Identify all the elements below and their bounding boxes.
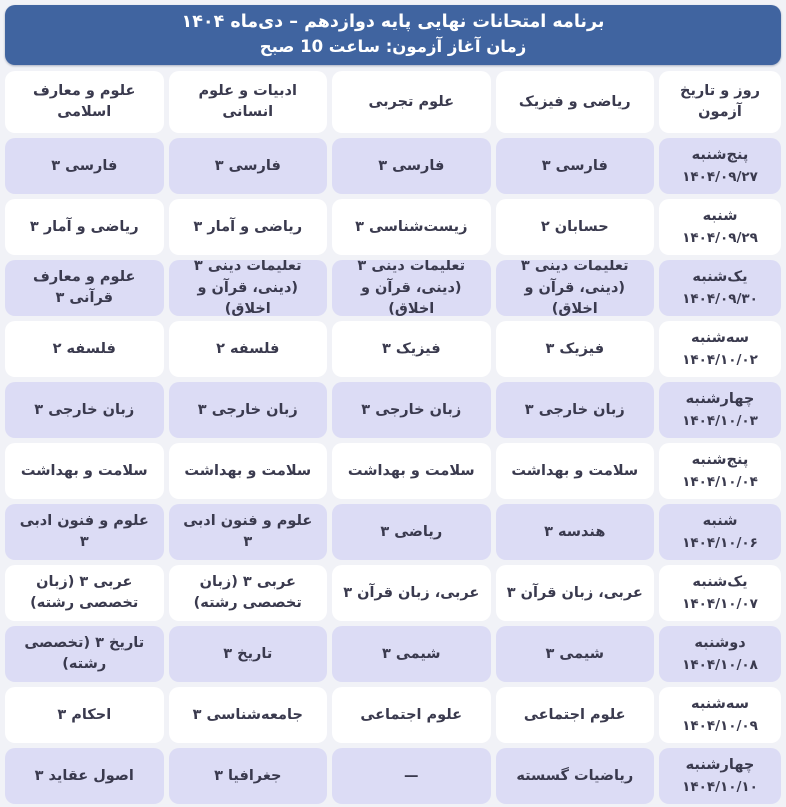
subject-cell: فلسفه ۲ [5,321,164,378]
date-cell: پنج‌شنبه ۱۴۰۴/۱۰/۰۴ [659,443,781,500]
date-cell: سه‌شنبه ۱۴۰۴/۱۰/۰۲ [659,321,781,378]
exam-date: ۱۴۰۴/۱۰/۰۴ [682,474,758,491]
exam-day: یک‌شنبه [692,574,748,591]
subject-cell: فارسی ۳ [5,138,164,195]
subject-cell: عربی، زبان قرآن ۳ [495,565,654,622]
exam-day: شنبه [702,208,738,225]
subject-cell: — [332,748,491,805]
subject-cell: تعلیمات دینی ۳ (دینی، قرآن و اخلاق) [332,260,491,317]
exam-day: شنبه [702,513,738,530]
subject-cell: علوم و فنون ادبی ۳ [168,504,327,561]
subject-cell: زبان خارجی ۳ [168,382,327,439]
exam-day: یک‌شنبه [692,269,748,286]
exam-start-time-note: زمان آغاز آزمون: ساعت 10 صبح [259,37,527,57]
subject-cell: ریاضی و آمار ۳ [5,199,164,256]
exam-day: چهارشنبه [685,757,755,774]
exam-day: چهارشنبه [685,391,755,408]
exam-date: ۱۴۰۴/۱۰/۰۲ [682,352,758,369]
subject-cell: فیزیک ۳ [332,321,491,378]
subject-cell: شیمی ۳ [332,626,491,683]
subject-cell: ریاضی و آمار ۳ [168,199,327,256]
subject-cell: زبان خارجی ۳ [5,382,164,439]
subject-cell: علوم اجتماعی [332,687,491,744]
exam-date: ۱۴۰۴/۱۰/۰۸ [682,657,758,674]
subject-cell: زبان خارجی ۳ [332,382,491,439]
date-cell: شنبه ۱۴۰۴/۱۰/۰۶ [659,504,781,561]
exam-date: ۱۴۰۴/۰۹/۲۷ [682,169,758,186]
subject-cell: تعلیمات دینی ۳ (دینی، قرآن و اخلاق) [168,260,327,317]
exam-day: پنج‌شنبه [691,147,749,164]
date-cell: یک‌شنبه ۱۴۰۴/۱۰/۰۷ [659,565,781,622]
exam-day: سه‌شنبه [691,696,749,713]
exam-date: ۱۴۰۴/۱۰/۰۷ [682,596,758,613]
subject-cell: هندسه ۳ [495,504,654,561]
exam-day: پنج‌شنبه [691,452,749,469]
date-cell: سه‌شنبه ۱۴۰۴/۱۰/۰۹ [659,687,781,744]
subject-cell: فارسی ۳ [332,138,491,195]
subject-cell: ریاضی ۳ [332,504,491,561]
exam-date: ۱۴۰۴/۱۰/۰۳ [682,413,758,430]
subject-cell: احکام ۳ [5,687,164,744]
subject-cell: سلامت و بهداشت [168,443,327,500]
date-cell: پنج‌شنبه ۱۴۰۴/۰۹/۲۷ [659,138,781,195]
subject-cell: جامعه‌شناسی ۳ [168,687,327,744]
subject-cell: عربی ۳ (زبان تخصصی رشته) [168,565,327,622]
subject-cell: تاریخ ۳ (تخصصی رشته) [5,626,164,683]
subject-cell: سلامت و بهداشت [5,443,164,500]
column-header: ادبیات و علوم انسانی [168,71,327,134]
schedule-header-banner: برنامه امتحانات نهایی پایه دوازدهم – دی‌… [5,5,781,66]
subject-cell: سلامت و بهداشت [332,443,491,500]
subject-cell: علوم و فنون ادبی ۳ [5,504,164,561]
subject-cell: تعلیمات دینی ۳ (دینی، قرآن و اخلاق) [495,260,654,317]
exam-day: دوشنبه [694,635,746,652]
subject-cell: جغرافیا ۳ [168,748,327,805]
subject-cell: علوم اجتماعی [495,687,654,744]
subject-cell: فارسی ۳ [495,138,654,195]
date-cell: دوشنبه ۱۴۰۴/۱۰/۰۸ [659,626,781,683]
subject-cell: عربی ۳ (زبان تخصصی رشته) [5,565,164,622]
subject-cell: سلامت و بهداشت [495,443,654,500]
subject-cell: فیزیک ۳ [495,321,654,378]
column-header: روز و تاریخ آزمون [659,71,781,134]
date-cell: چهارشنبه ۱۴۰۴/۱۰/۰۳ [659,382,781,439]
subject-cell: فارسی ۳ [168,138,327,195]
subject-cell: زیست‌شناسی ۳ [332,199,491,256]
subject-cell: اصول عقاید ۳ [5,748,164,805]
subject-cell: حسابان ۲ [495,199,654,256]
subject-cell: زبان خارجی ۳ [495,382,654,439]
exam-date: ۱۴۰۴/۱۰/۱۰ [682,779,758,796]
subject-cell: علوم و معارف قرآنی ۳ [5,260,164,317]
subject-cell: فلسفه ۲ [168,321,327,378]
subject-cell: تاریخ ۳ [168,626,327,683]
exam-date: ۱۴۰۴/۱۰/۰۹ [682,718,758,735]
exam-schedule-table: روز و تاریخ آزمون ریاضی و فیزیک علوم تجربی… [0,71,786,807]
column-header: علوم و معارف اسلامی [5,71,164,134]
column-header: ریاضی و فیزیک [495,71,654,134]
subject-cell: عربی، زبان قرآن ۳ [332,565,491,622]
date-cell: یک‌شنبه ۱۴۰۴/۰۹/۳۰ [659,260,781,317]
exam-date: ۱۴۰۴/۰۹/۲۹ [682,230,758,247]
page-title: برنامه امتحانات نهایی پایه دوازدهم – دی‌… [181,12,605,32]
date-cell: شنبه ۱۴۰۴/۰۹/۲۹ [659,199,781,256]
date-cell: چهارشنبه ۱۴۰۴/۱۰/۱۰ [659,748,781,805]
subject-cell: شیمی ۳ [495,626,654,683]
subject-cell: ریاضیات گسسته [495,748,654,805]
column-header: علوم تجربی [332,71,491,134]
exam-date: ۱۴۰۴/۱۰/۰۶ [682,535,758,552]
exam-day: سه‌شنبه [691,330,749,347]
exam-date: ۱۴۰۴/۰۹/۳۰ [682,291,758,308]
